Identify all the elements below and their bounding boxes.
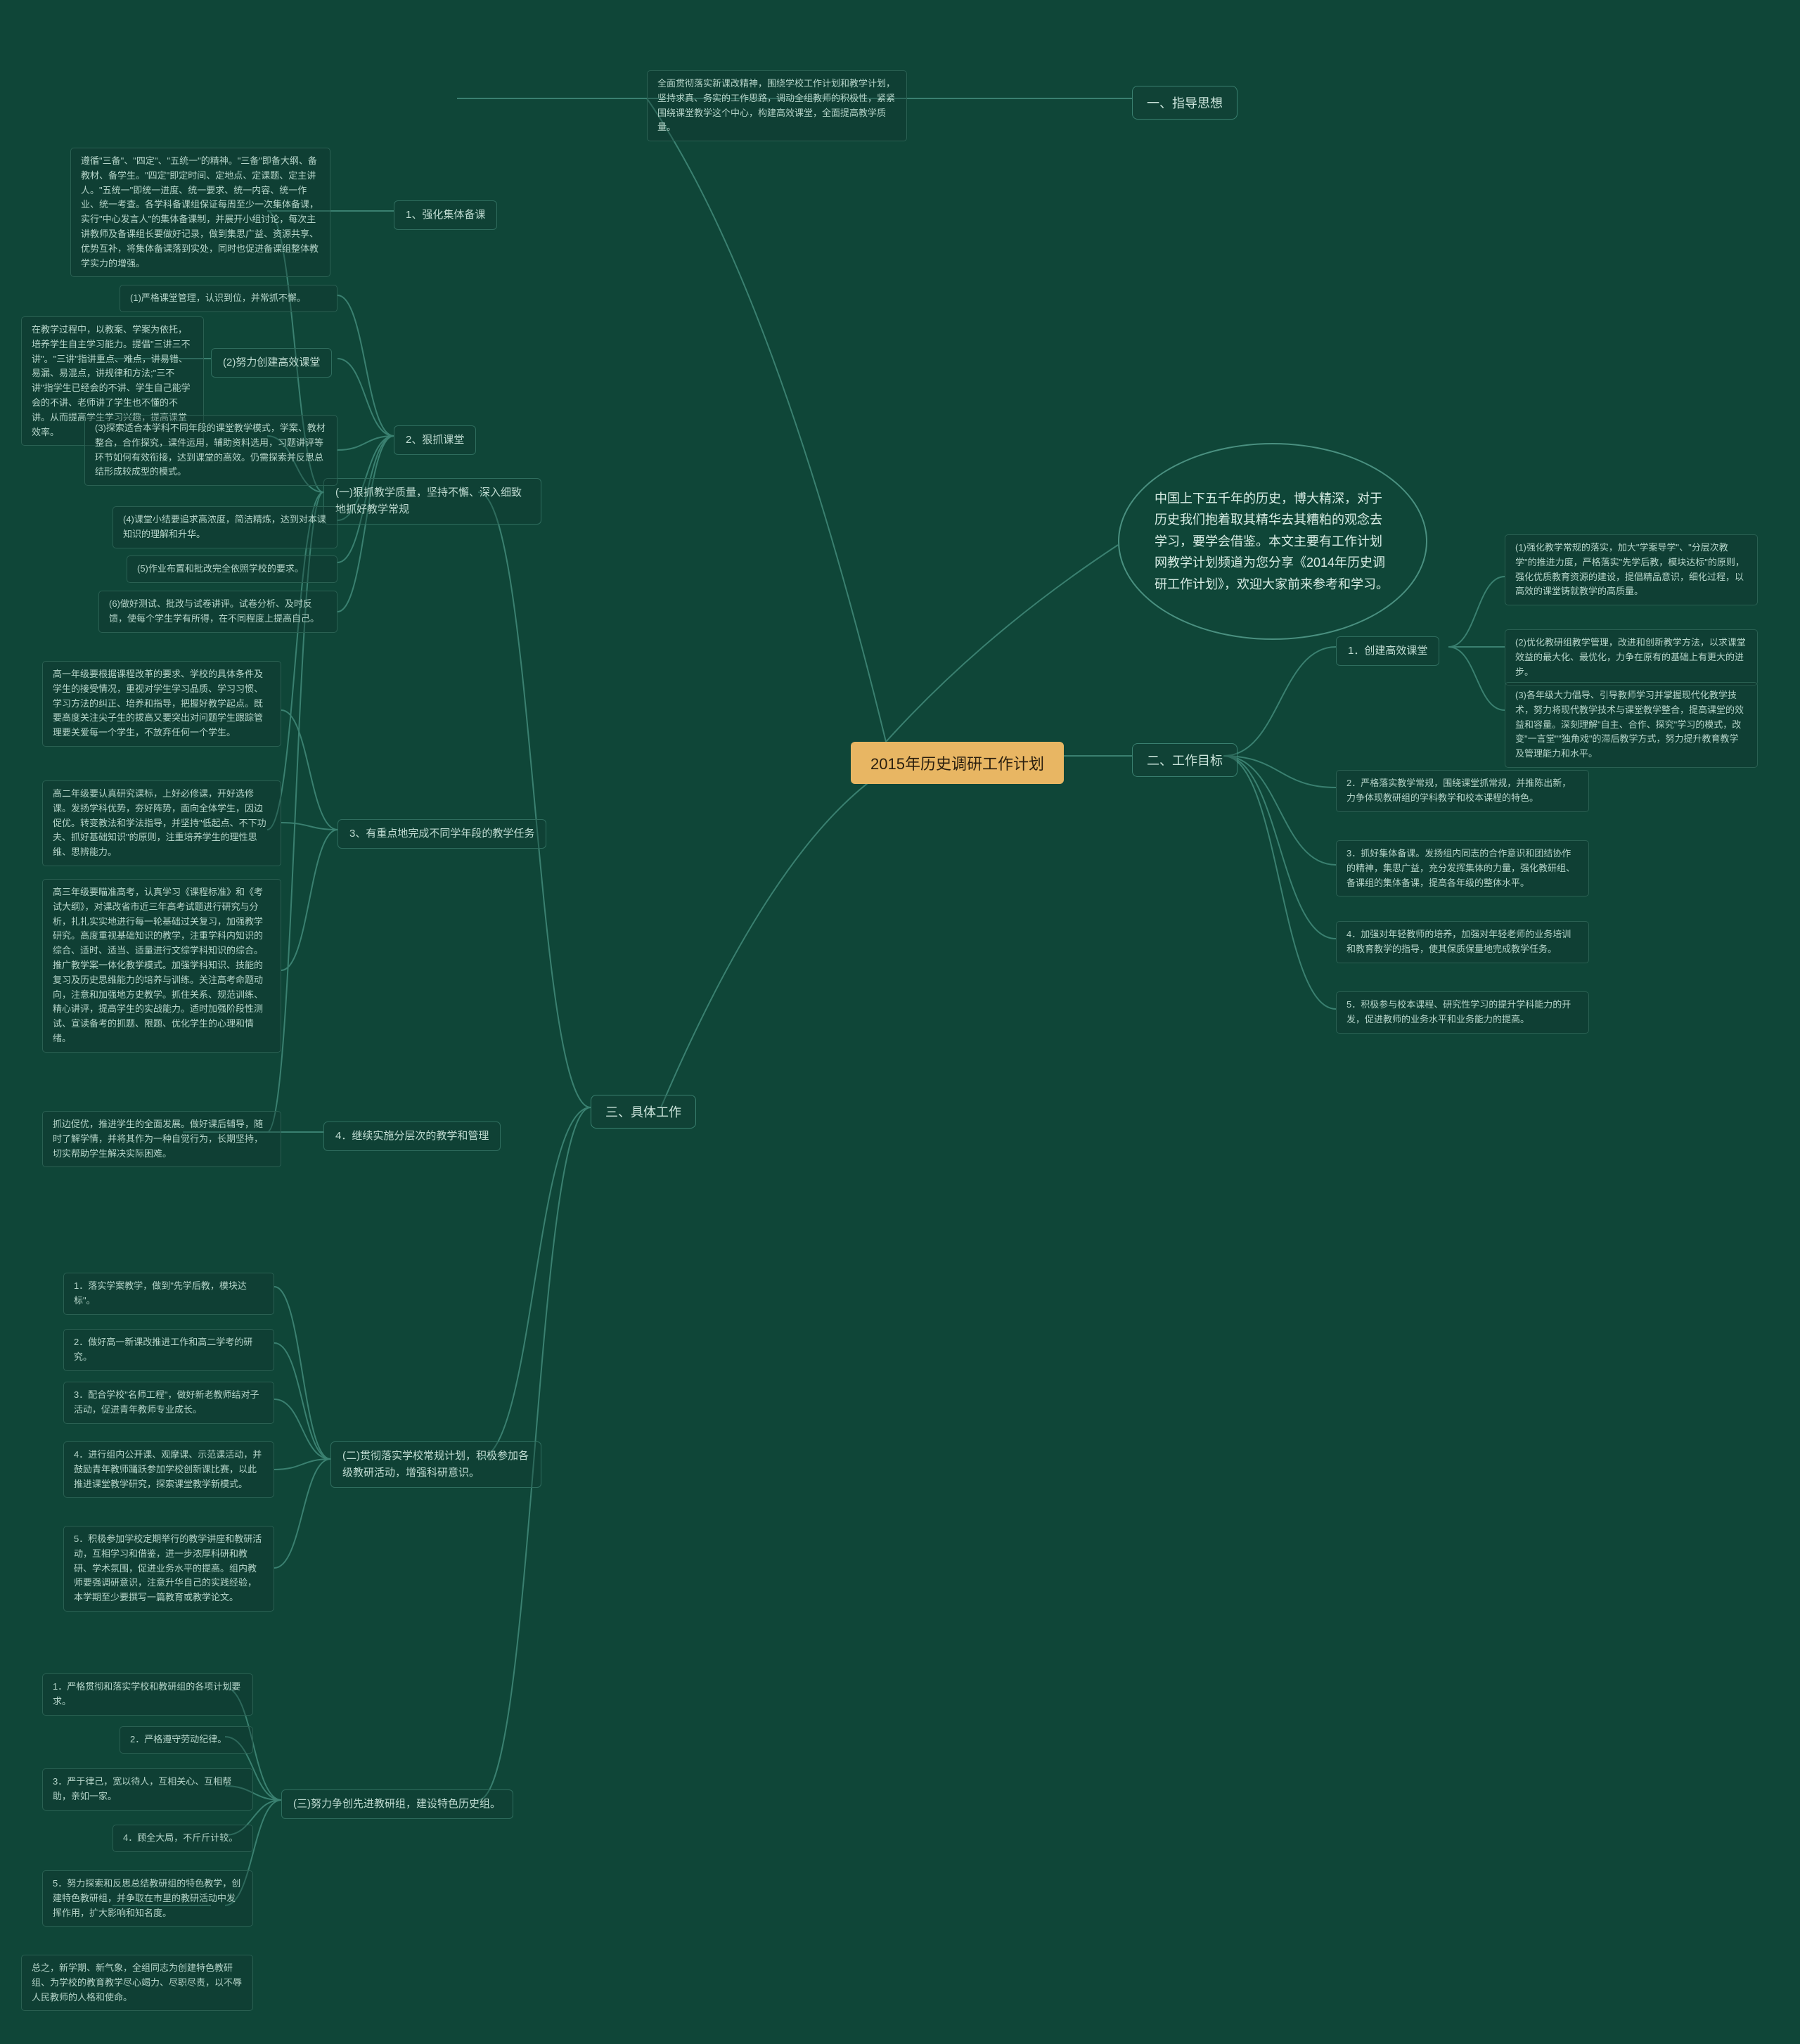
section-3[interactable]: 三、具体工作 [591, 1095, 696, 1129]
s3-A[interactable]: (一)狠抓教学质量，坚持不懈、深入细致地抓好教学常规 [323, 478, 541, 525]
intro-text: 中国上下五千年的历史，博大精深，对于历史我们抱着取其精华去其糟粕的观念去学习，要… [1155, 488, 1391, 596]
s3-B-i5: 5．积极参加学校定期举行的教学讲座和教研活动，互相学习和借鉴，进一步浓厚科研和教… [63, 1526, 274, 1612]
s2-n1-b: (2)优化教研组教学管理，改进和创新教学方法，以求课堂效益的最大化、最优化，力争… [1505, 629, 1758, 686]
section-2-title: 二、工作目标 [1147, 754, 1223, 768]
s3-A-n2[interactable]: 2、狠抓课堂 [394, 425, 476, 455]
root-node[interactable]: 2015年历史调研工作计划 [851, 742, 1064, 784]
section-1-text: 全面贯彻落实新课改精神，围绕学校工作计划和教学计划，坚持求真、务实的工作思路，调… [647, 70, 907, 141]
s3-B[interactable]: (二)贯彻落实学校常规计划，积极参加各级教研活动，增强科研意识。 [330, 1441, 541, 1488]
s3-C-i1: 1．严格贯彻和落实学校和教研组的各项计划要求。 [42, 1673, 253, 1716]
s2-n5: 5．积极参与校本课程、研究性学习的提升学科能力的开发，促进教师的业务水平和业务能… [1336, 991, 1589, 1034]
s3-A-n2-c: (3)探索适合本学科不同年段的课堂教学模式，学案、教材整合，合作探究，课件运用，… [84, 415, 338, 486]
s3-C-i2: 2．严格遵守劳动纪律。 [120, 1726, 253, 1754]
section-1-title: 一、指导思想 [1147, 96, 1223, 110]
s3-A-n4[interactable]: 4．继续实施分层次的教学和管理 [323, 1121, 501, 1151]
s3-B-i3: 3．配合学校"名师工程"，做好新老教师结对子活动，促进青年教师专业成长。 [63, 1382, 274, 1424]
section-3-title: 三、具体工作 [605, 1105, 681, 1119]
s3-A-n2-a: (1)严格课堂管理，认识到位，并常抓不懈。 [120, 285, 338, 312]
s2-n1[interactable]: 1．创建高效课堂 [1336, 636, 1439, 666]
s3-A-n4-text: 抓边促优，推进学生的全面发展。做好课后辅导，随时了解学情，并将其作为一种自觉行为… [42, 1111, 281, 1167]
s3-A-n2-e: (5)作业布置和批改完全依照学校的要求。 [127, 555, 338, 583]
s3-B-i2: 2．做好高一新课改推进工作和高二学考的研究。 [63, 1329, 274, 1371]
s3-A-n2-f: (6)做好测试、批改与试卷讲评。试卷分析、及时反馈，使每个学生学有所得，在不同程… [98, 591, 338, 633]
intro-bubble: 中国上下五千年的历史，博大精深，对于历史我们抱着取其精华去其糟粕的观念去学习，要… [1118, 443, 1427, 640]
s3-C-i3: 3．严于律己，宽以待人，互相关心、互相帮助，亲如一家。 [42, 1768, 253, 1811]
s3-A-n3-c: 高三年级要瞄准高考，认真学习《课程标准》和《考试大纲》，对课改省市近三年高考试题… [42, 879, 281, 1053]
s2-n2: 2．严格落实教学常规，围绕课堂抓常规，并推陈出新，力争体现教研组的学科教学和校本… [1336, 770, 1589, 812]
s3-A-n3[interactable]: 3、有重点地完成不同学年段的教学任务 [338, 819, 546, 849]
s2-n4: 4．加强对年轻教师的培养，加强对年轻老师的业务培训和教育教学的指导，使其保质保量… [1336, 921, 1589, 963]
s2-n1-c: (3)各年级大力倡导、引导教师学习并掌握现代化教学技术，努力将现代教学技术与课堂… [1505, 682, 1758, 768]
s3-A-n1[interactable]: 1、强化集体备课 [394, 200, 497, 230]
s3-C-i5: 5．努力探索和反思总结教研组的特色教学，创建特色教研组，并争取在市里的教研活动中… [42, 1870, 253, 1927]
s3-B-i1: 1．落实学案教学，做到"先学后教，模块达标"。 [63, 1273, 274, 1315]
section-1[interactable]: 一、指导思想 [1132, 86, 1238, 120]
root-label: 2015年历史调研工作计划 [870, 755, 1044, 773]
s2-n1-a: (1)强化教学常规的落实，加大"学案导学"、"分层次教学"的推进力度，严格落实"… [1505, 534, 1758, 605]
s2-n3: 3．抓好集体备课。发扬组内同志的合作意识和团结协作的精神，集思广益，充分发挥集体… [1336, 840, 1589, 896]
s3-A-n3-b: 高二年级要认真研究课标，上好必修课，开好选修课。发扬学科优势，夯好阵势，面向全体… [42, 780, 281, 866]
s3-B-i4: 4．进行组内公开课、观摩课、示范课活动，并鼓励青年教师踊跃参加学校创新课比赛，以… [63, 1441, 274, 1498]
section-2[interactable]: 二、工作目标 [1132, 743, 1238, 777]
s3-C-i5-text: 总之，新学期、新气象，全组同志为创建特色教研组、为学校的教育教学尽心竭力、尽职尽… [21, 1955, 253, 2011]
s3-A-n2-d: (4)课堂小结要追求高浓度，简洁精炼，达到对本课知识的理解和升华。 [112, 506, 338, 548]
s3-A-n1-text: 遵循"三备"、"四定"、"五统一"的精神。"三备"即备大纲、备教材、备学生。"四… [70, 148, 330, 277]
s3-A-n2-b-title[interactable]: (2)努力创建高效课堂 [211, 348, 332, 378]
s3-C[interactable]: (三)努力争创先进教研组，建设特色历史组。 [281, 1789, 513, 1819]
s3-C-i4: 4．顾全大局，不斤斤计较。 [112, 1825, 253, 1852]
s3-A-n3-a: 高一年级要根据课程改革的要求、学校的具体条件及学生的接受情况，重视对学生学习品质… [42, 661, 281, 747]
